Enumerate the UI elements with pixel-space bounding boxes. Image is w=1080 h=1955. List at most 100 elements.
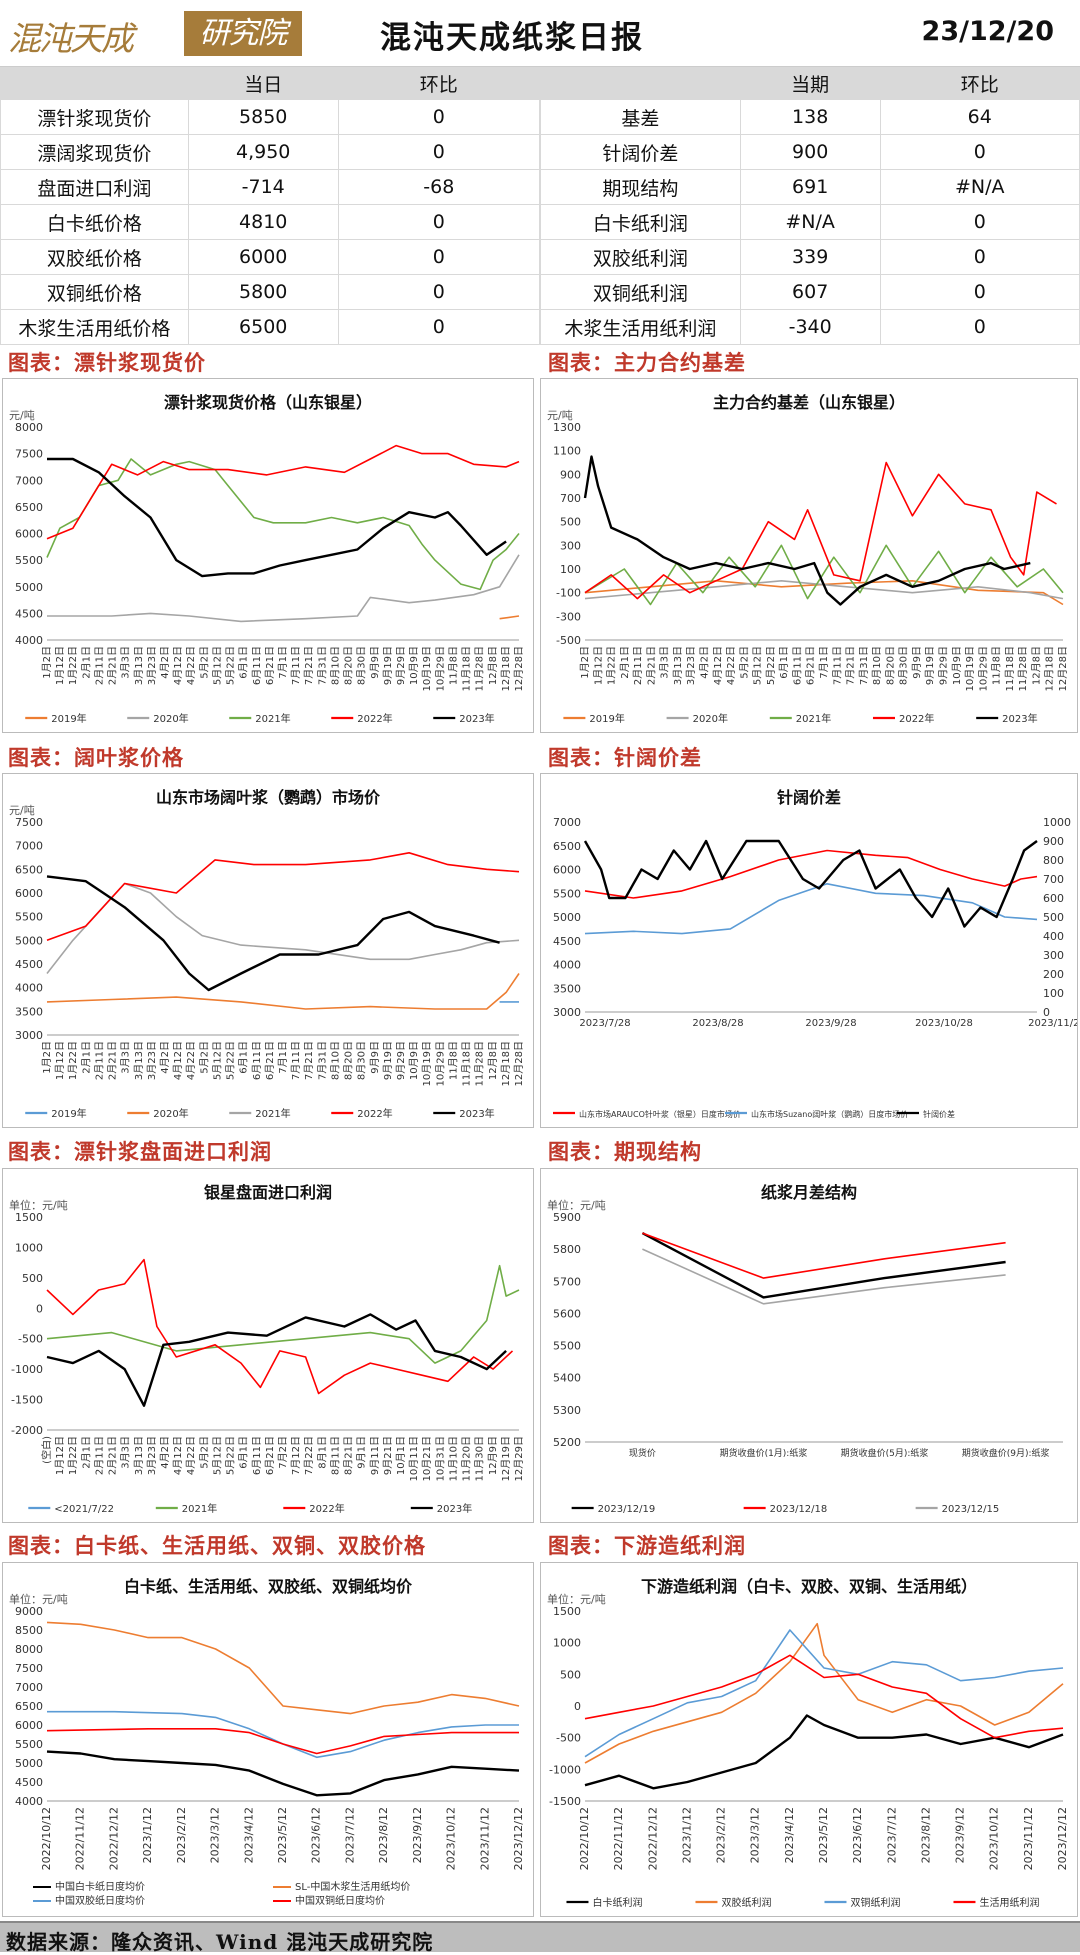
y-tick-label: 6500: [15, 863, 43, 876]
section-title-6: 图表：期现结构: [548, 1139, 702, 1164]
row-value: 4,950: [187, 134, 339, 170]
x-tick-label: 11月20日: [461, 1436, 473, 1481]
row-value: 900: [739, 134, 881, 170]
x-tick-label: 8月20日: [343, 646, 355, 685]
y-tick-label: 5500: [15, 554, 43, 567]
y-tick-label: 4000: [553, 959, 581, 972]
row-label: 双胶纸价格: [0, 239, 189, 275]
y-tick-label: 0: [574, 1700, 581, 1713]
legend-label: 2020年: [693, 712, 728, 725]
y-tick-label: 5900: [553, 1211, 581, 1224]
chart-title: 下游造纸利润（白卡、双胶、双铜、生活用纸）: [640, 1577, 977, 1596]
x-tick-label: 1月12日: [54, 646, 66, 685]
x-tick-label: 5月22日: [225, 1436, 237, 1475]
row-value: 4810: [187, 204, 339, 240]
x-tick-label: 2月21日: [645, 646, 657, 685]
series-line-白卡纸利润: [584, 1714, 1064, 1790]
y2-tick-label: 200: [1043, 968, 1064, 981]
legend-label: <2021/7/22: [54, 1504, 114, 1515]
y-tick-label: 5000: [553, 911, 581, 924]
x-tick-label: 5月22日: [225, 646, 237, 685]
x-tick-label: 1月2日: [41, 1041, 53, 1074]
series-line-中国双胶纸日度均价: [47, 1710, 519, 1759]
unit-label: 单位：元/吨: [547, 1593, 606, 1606]
y-tick-label: -500: [556, 1732, 581, 1745]
legend-label: 2019年: [589, 712, 624, 725]
y-tick-label: 7000: [15, 1681, 43, 1694]
x-tick-label: 5月22日: [765, 646, 777, 685]
table-row: 双胶纸利润 339 0: [540, 239, 1080, 275]
x-tick-label: 4月12日: [172, 1041, 184, 1080]
legend-label: 2023/12/18: [770, 1504, 828, 1515]
section-title-1: 图表：漂针浆现货价: [8, 350, 206, 375]
y-tick-label: -500: [18, 1333, 43, 1346]
y-tick-label: 7500: [15, 816, 43, 829]
y-tick-label: 3000: [15, 1029, 43, 1042]
row-label: 双铜纸价格: [0, 274, 189, 310]
chart-panel-c4: 针阔价差 3000 3500 4000 4500 5000 5500 6000 6500 7000…: [540, 773, 1078, 1128]
y-tick-label: 1000: [553, 1637, 581, 1650]
x-tick-label: 4月2日: [699, 646, 711, 679]
y2-tick-label: 0: [1043, 1006, 1050, 1019]
x-tick-label: 9月9日: [369, 646, 381, 679]
x-tick-label: 2022/11/12: [612, 1807, 625, 1870]
x-tick-label: 2023/5/12: [276, 1807, 289, 1863]
y-tick-label: 4500: [15, 607, 43, 620]
row-value: 0: [337, 274, 541, 310]
y-tick-label: 5500: [553, 887, 581, 900]
y-tick-label: 4000: [15, 982, 43, 995]
legend-label: 白卡纸利润: [592, 1896, 642, 1909]
row-value: 0: [337, 309, 541, 345]
series-line-SL-中国木浆生活用纸均价: [46, 1621, 520, 1715]
x-tick-label: 11月18日: [461, 646, 473, 691]
y2-tick-label: 700: [1043, 873, 1064, 886]
row-value: #N/A: [879, 169, 1080, 205]
legend-label: 生活用纸利润: [979, 1896, 1039, 1909]
unit-label: 单位：元/吨: [547, 1199, 606, 1212]
y2-tick-label: 100: [1043, 987, 1064, 1000]
x-tick-label: 6月21日: [264, 646, 276, 685]
x-tick-label: 2月11日: [93, 1041, 105, 1080]
x-tick-label: 1月12日: [592, 646, 604, 685]
legend-label: 2023年: [459, 712, 494, 725]
section-title-8: 图表：下游造纸利润: [548, 1533, 746, 1558]
y-tick-label: 5800: [553, 1243, 581, 1256]
chart-title: 漂针浆现货价格（山东银星）: [163, 393, 372, 412]
table-row: 盘面进口利润 -714 -68: [0, 169, 541, 205]
y-tick-label: 1000: [15, 1241, 43, 1254]
x-tick-label: 10月31日: [434, 1436, 446, 1481]
y-tick-label: 6000: [15, 1719, 43, 1732]
x-tick-label: 12月28日: [513, 646, 525, 691]
series-line-2021年: [584, 544, 1064, 606]
y-tick-label: 5300: [553, 1404, 581, 1417]
y2-tick-label: 600: [1043, 892, 1064, 905]
series-line-2020年: [46, 973, 520, 1010]
row-value: 0: [879, 274, 1080, 310]
x-tick-label: 7月11日: [290, 1041, 302, 1080]
y-tick-label: 6000: [553, 864, 581, 877]
x-tick-label: 8月21日: [343, 1436, 355, 1475]
y-tick-label: 5500: [553, 1340, 581, 1353]
x-tick-label: 3月13日: [133, 1041, 145, 1080]
x-tick-label: 2023/10/12: [988, 1807, 1001, 1870]
y-tick-label: 8000: [15, 421, 43, 434]
row-label: 漂阔浆现货价: [0, 134, 189, 170]
x-tick-label: 9月29日: [938, 646, 950, 685]
x-tick-label: 7月11日: [831, 646, 843, 685]
series-line-2023/12/18: [642, 1232, 1006, 1279]
x-tick-label: 11月8日: [447, 1041, 459, 1080]
y2-tick-label: 400: [1043, 930, 1064, 943]
series-line-2021年: [46, 1264, 520, 1364]
row-value: 5850: [187, 99, 339, 135]
y-tick-label: 5500: [15, 911, 43, 924]
x-tick-label: 9月9日: [911, 646, 923, 679]
x-tick-label: 9月19日: [924, 646, 936, 685]
series-line-双胶纸利润: [584, 1622, 1064, 1764]
chart-svg: 4000 4500 5000 5500 6000 6500 7000 7500 8000 1月2日…: [15, 421, 525, 725]
row-value: 691: [739, 169, 881, 205]
series-line-2023年: [583, 455, 1031, 606]
x-tick-label: 12月9日: [487, 1436, 499, 1475]
x-tick-label: 2023/10/28: [915, 1018, 973, 1029]
y-tick-label: 5500: [15, 1738, 43, 1751]
x-tick-label: 5月12日: [752, 646, 764, 685]
